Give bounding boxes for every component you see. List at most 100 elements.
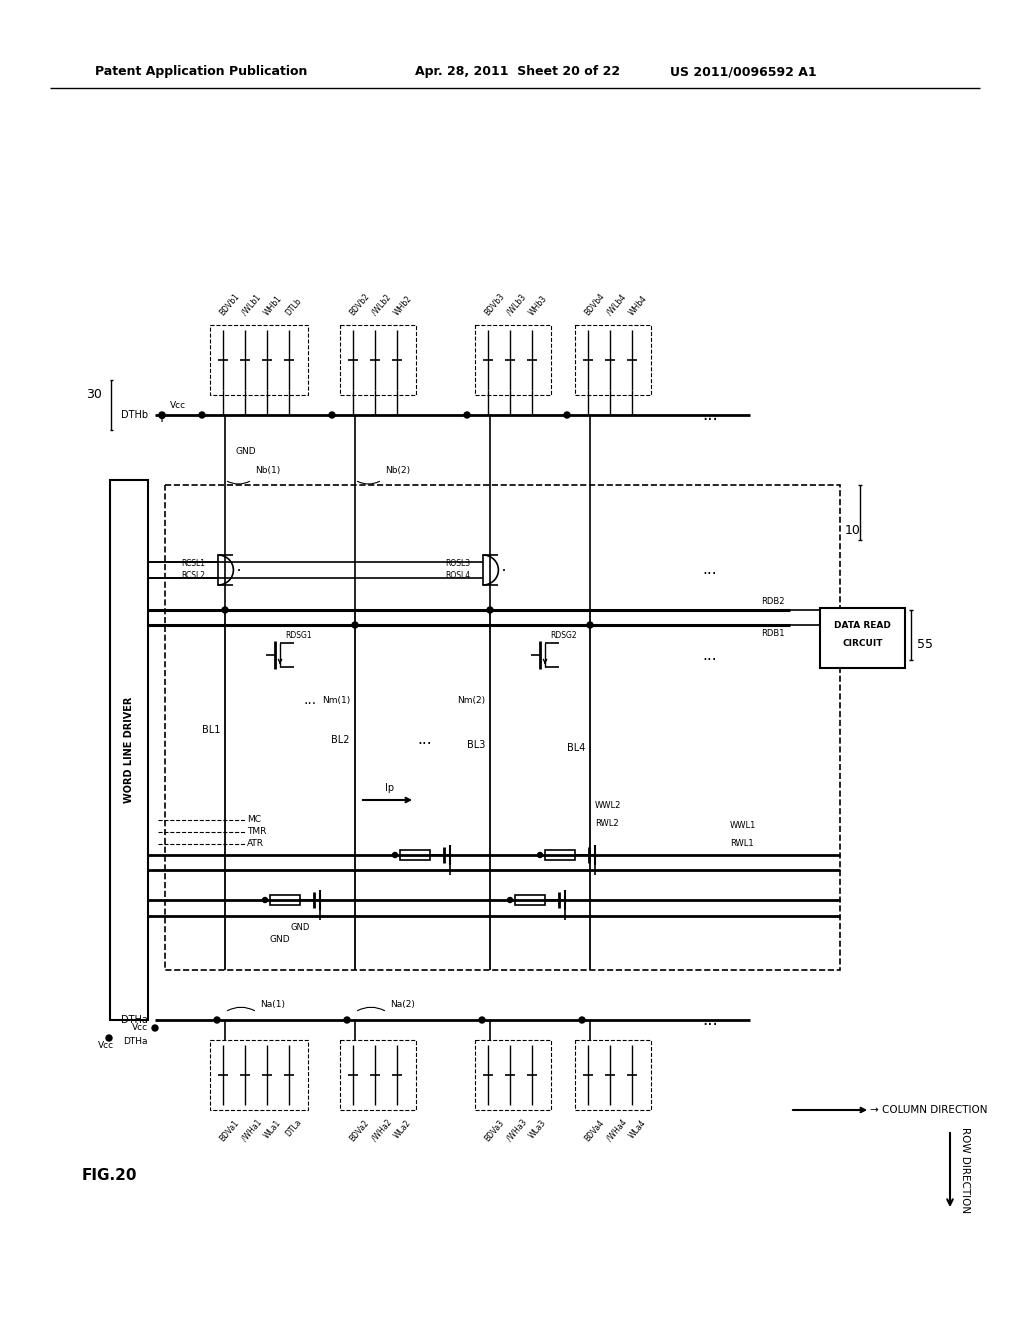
Text: DTHb: DTHb <box>121 411 148 420</box>
Text: RDSG2: RDSG2 <box>550 631 577 639</box>
Text: ...: ... <box>303 693 316 708</box>
Circle shape <box>199 412 205 418</box>
Circle shape <box>538 853 543 858</box>
Circle shape <box>214 1016 220 1023</box>
Text: /WLb2: /WLb2 <box>370 293 392 317</box>
Text: DATA READ: DATA READ <box>835 622 891 631</box>
Bar <box>210 1040 308 1110</box>
Text: ...: ... <box>418 733 432 747</box>
Text: RWL2: RWL2 <box>595 818 618 828</box>
Text: Na(2): Na(2) <box>390 1001 415 1010</box>
Text: WLa3: WLa3 <box>527 1118 548 1140</box>
Circle shape <box>587 622 593 628</box>
Circle shape <box>564 412 570 418</box>
Text: ...: ... <box>702 562 718 578</box>
Text: /WHa4: /WHa4 <box>605 1118 629 1143</box>
Text: BL1: BL1 <box>202 725 220 735</box>
Bar <box>165 484 840 970</box>
Text: Nm(2): Nm(2) <box>457 696 485 705</box>
Text: DTHa: DTHa <box>121 1015 148 1026</box>
Text: BL3: BL3 <box>467 741 485 750</box>
Circle shape <box>508 898 512 903</box>
Text: FIG.20: FIG.20 <box>82 1167 137 1183</box>
Text: BDVa4: BDVa4 <box>583 1118 606 1143</box>
Circle shape <box>344 1016 350 1023</box>
Circle shape <box>262 898 267 903</box>
Circle shape <box>159 412 165 418</box>
Text: DTLa: DTLa <box>284 1118 303 1139</box>
Circle shape <box>464 412 470 418</box>
Text: WLa4: WLa4 <box>627 1118 647 1140</box>
Text: BDVb3: BDVb3 <box>483 292 507 317</box>
Text: Ip: Ip <box>385 783 394 793</box>
Text: TMR: TMR <box>247 828 266 837</box>
Circle shape <box>479 1016 485 1023</box>
Text: φ: φ <box>157 408 165 421</box>
Text: /WLb1: /WLb1 <box>240 293 262 317</box>
Text: /WLb3: /WLb3 <box>505 293 527 317</box>
Text: ROSL3: ROSL3 <box>444 560 470 569</box>
Text: WHb2: WHb2 <box>392 293 414 317</box>
Text: RCSL2: RCSL2 <box>181 572 205 581</box>
Text: WHb4: WHb4 <box>627 293 648 317</box>
Text: GND: GND <box>234 447 256 457</box>
Text: WWL2: WWL2 <box>595 800 622 809</box>
Text: 30: 30 <box>86 388 102 401</box>
Text: /WHa2: /WHa2 <box>370 1118 393 1143</box>
Bar <box>475 1040 551 1110</box>
Text: WHb3: WHb3 <box>527 293 549 317</box>
Circle shape <box>329 412 335 418</box>
Text: /WLb4: /WLb4 <box>605 293 628 317</box>
Text: 55: 55 <box>918 639 933 652</box>
Text: RDSG1: RDSG1 <box>285 631 311 639</box>
Text: Nb(1): Nb(1) <box>255 466 281 474</box>
Text: ...: ... <box>702 1011 718 1030</box>
Text: BDVa2: BDVa2 <box>348 1118 371 1143</box>
Circle shape <box>487 607 493 612</box>
Bar <box>515 895 545 906</box>
Text: Nb(2): Nb(2) <box>385 466 411 474</box>
Text: RWL1: RWL1 <box>730 838 754 847</box>
Text: GND: GND <box>269 936 291 945</box>
Text: Patent Application Publication: Patent Application Publication <box>95 66 307 78</box>
Text: Apr. 28, 2011  Sheet 20 of 22: Apr. 28, 2011 Sheet 20 of 22 <box>415 66 621 78</box>
Bar <box>475 325 551 395</box>
Text: ...: ... <box>702 407 718 424</box>
Text: /WHa3: /WHa3 <box>505 1118 528 1143</box>
Text: DTHa: DTHa <box>124 1038 148 1047</box>
Bar <box>110 480 148 1020</box>
Bar <box>340 1040 416 1110</box>
Circle shape <box>579 1016 585 1023</box>
Text: ROW DIRECTION: ROW DIRECTION <box>961 1127 970 1213</box>
Text: BDVa3: BDVa3 <box>483 1118 506 1143</box>
Text: ...: ... <box>702 648 718 663</box>
Circle shape <box>352 622 358 628</box>
Text: WLa1: WLa1 <box>262 1118 283 1140</box>
Bar <box>340 325 416 395</box>
Text: BL4: BL4 <box>566 743 585 752</box>
Bar <box>270 895 300 906</box>
Text: 10: 10 <box>845 524 861 536</box>
Text: RDB2: RDB2 <box>762 598 785 606</box>
Text: WORD LINE DRIVER: WORD LINE DRIVER <box>124 697 134 803</box>
Text: ATR: ATR <box>247 840 264 849</box>
Text: GND: GND <box>291 924 309 932</box>
Circle shape <box>392 853 397 858</box>
Text: BDVa1: BDVa1 <box>218 1118 241 1143</box>
Text: WWL1: WWL1 <box>730 821 757 829</box>
Circle shape <box>106 1035 112 1041</box>
Circle shape <box>152 1026 158 1031</box>
Text: Vcc: Vcc <box>132 1023 148 1032</box>
Bar <box>820 609 905 668</box>
Text: MC: MC <box>247 816 261 825</box>
Bar <box>575 325 651 395</box>
Text: BDVb2: BDVb2 <box>348 292 372 317</box>
Text: BDVb4: BDVb4 <box>583 292 606 317</box>
Text: WLa2: WLa2 <box>392 1118 413 1140</box>
Text: ROSL4: ROSL4 <box>444 572 470 581</box>
Text: Nm(1): Nm(1) <box>322 696 350 705</box>
Text: /WHa1: /WHa1 <box>240 1118 263 1143</box>
Text: DTLb: DTLb <box>284 296 303 317</box>
Text: RDB1: RDB1 <box>762 628 785 638</box>
Bar <box>210 325 308 395</box>
